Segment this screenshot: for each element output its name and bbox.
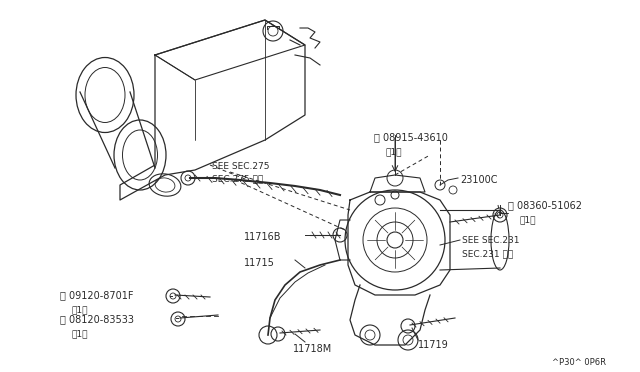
Text: 11719: 11719 [418,340,449,350]
Text: 11715: 11715 [244,258,275,268]
Text: （1）: （1） [72,305,88,314]
Text: SEC.231 参照: SEC.231 参照 [462,249,513,258]
Text: （1）: （1） [520,215,536,224]
Text: （1）: （1） [72,329,88,338]
Text: SEE SEC.275: SEE SEC.275 [212,162,269,171]
Text: Ⓑ 09120-8701F: Ⓑ 09120-8701F [60,290,134,300]
Text: ^P30^ 0P6R: ^P30^ 0P6R [552,358,606,367]
Text: 23100C: 23100C [460,175,497,185]
Text: SEC.275 参照: SEC.275 参照 [212,174,263,183]
Text: Ⓢ 08360-51062: Ⓢ 08360-51062 [508,200,582,210]
Text: SEE SEC.231: SEE SEC.231 [462,236,520,245]
Text: ⓜ 08915-43610: ⓜ 08915-43610 [374,132,448,142]
Text: 11716B: 11716B [244,232,282,242]
Text: （1）: （1） [385,147,401,156]
Text: Ⓑ 08120-83533: Ⓑ 08120-83533 [60,314,134,324]
Text: 11718M: 11718M [293,344,332,354]
